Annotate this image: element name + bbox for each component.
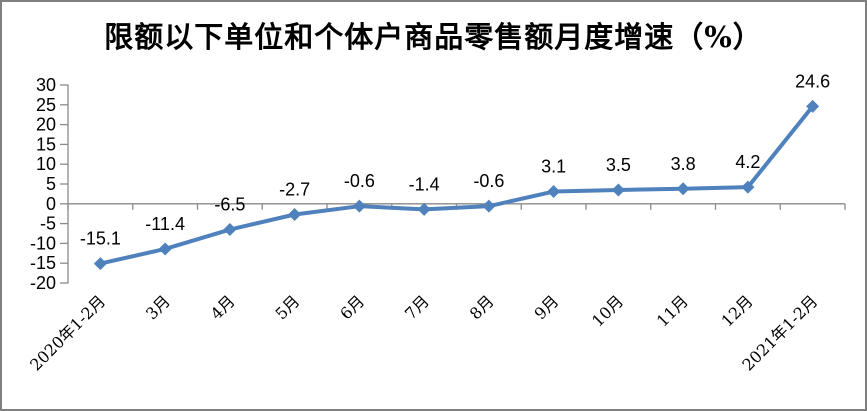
data-point-marker xyxy=(806,99,820,113)
data-point-label: -11.4 xyxy=(145,214,185,234)
x-category-label: 8月 xyxy=(466,291,498,323)
data-point-marker xyxy=(417,202,431,216)
y-axis-tick-label: -20 xyxy=(30,273,56,293)
data-point-marker xyxy=(547,185,561,199)
x-category-label: 6月 xyxy=(336,291,368,323)
y-axis-tick-label: 10 xyxy=(36,154,56,174)
x-category-label: 5月 xyxy=(272,291,304,323)
data-point-marker xyxy=(676,182,690,196)
x-category-label: 12月 xyxy=(718,291,757,330)
series-line xyxy=(98,104,815,266)
y-axis-tick-label: 30 xyxy=(36,75,56,95)
data-point-label: 3.8 xyxy=(671,154,696,174)
data-point-marker xyxy=(741,180,755,194)
data-point-label: -0.6 xyxy=(473,171,504,191)
data-point-label: 24.6 xyxy=(795,71,830,91)
y-axis-tick-label: -5 xyxy=(40,214,56,234)
data-point-marker xyxy=(611,183,625,197)
data-point-marker xyxy=(93,257,107,271)
y-axis-tick-label: 15 xyxy=(36,134,56,154)
y-axis-tick-label: 20 xyxy=(36,115,56,135)
y-axis-tick-label: -10 xyxy=(30,233,56,253)
data-point-label: 4.2 xyxy=(735,152,760,172)
data-point-label: 3.5 xyxy=(606,155,631,175)
y-axis-tick-label: 0 xyxy=(46,194,56,214)
x-category-label: 10月 xyxy=(588,291,627,330)
x-category-label: 9月 xyxy=(531,291,563,323)
y-axis-tick-label: 5 xyxy=(46,174,56,194)
chart-title: 限额以下单位和个体户商品零售额月度增速（%） xyxy=(104,20,763,54)
x-category-label: 11月 xyxy=(653,291,692,330)
data-point-marker xyxy=(158,242,172,256)
y-axis-tick-label: -15 xyxy=(30,253,56,273)
x-category-label: 4月 xyxy=(207,291,239,323)
x-category-label: 2020年1-2月 xyxy=(26,291,109,374)
data-point-label: -1.4 xyxy=(409,174,440,194)
data-point-label: -15.1 xyxy=(80,229,121,249)
data-point-marker xyxy=(288,207,302,221)
x-category-label: 7月 xyxy=(401,291,433,323)
data-point-label: -2.7 xyxy=(279,179,310,199)
data-point-marker xyxy=(223,223,237,237)
data-point-label: 3.1 xyxy=(541,157,566,177)
data-point-marker xyxy=(352,199,366,213)
data-point-marker xyxy=(482,199,496,213)
x-category-label: 3月 xyxy=(142,291,174,323)
data-point-label: -0.6 xyxy=(344,171,375,191)
data-point-label: -6.5 xyxy=(214,195,245,215)
y-axis-tick-label: 25 xyxy=(36,95,56,115)
